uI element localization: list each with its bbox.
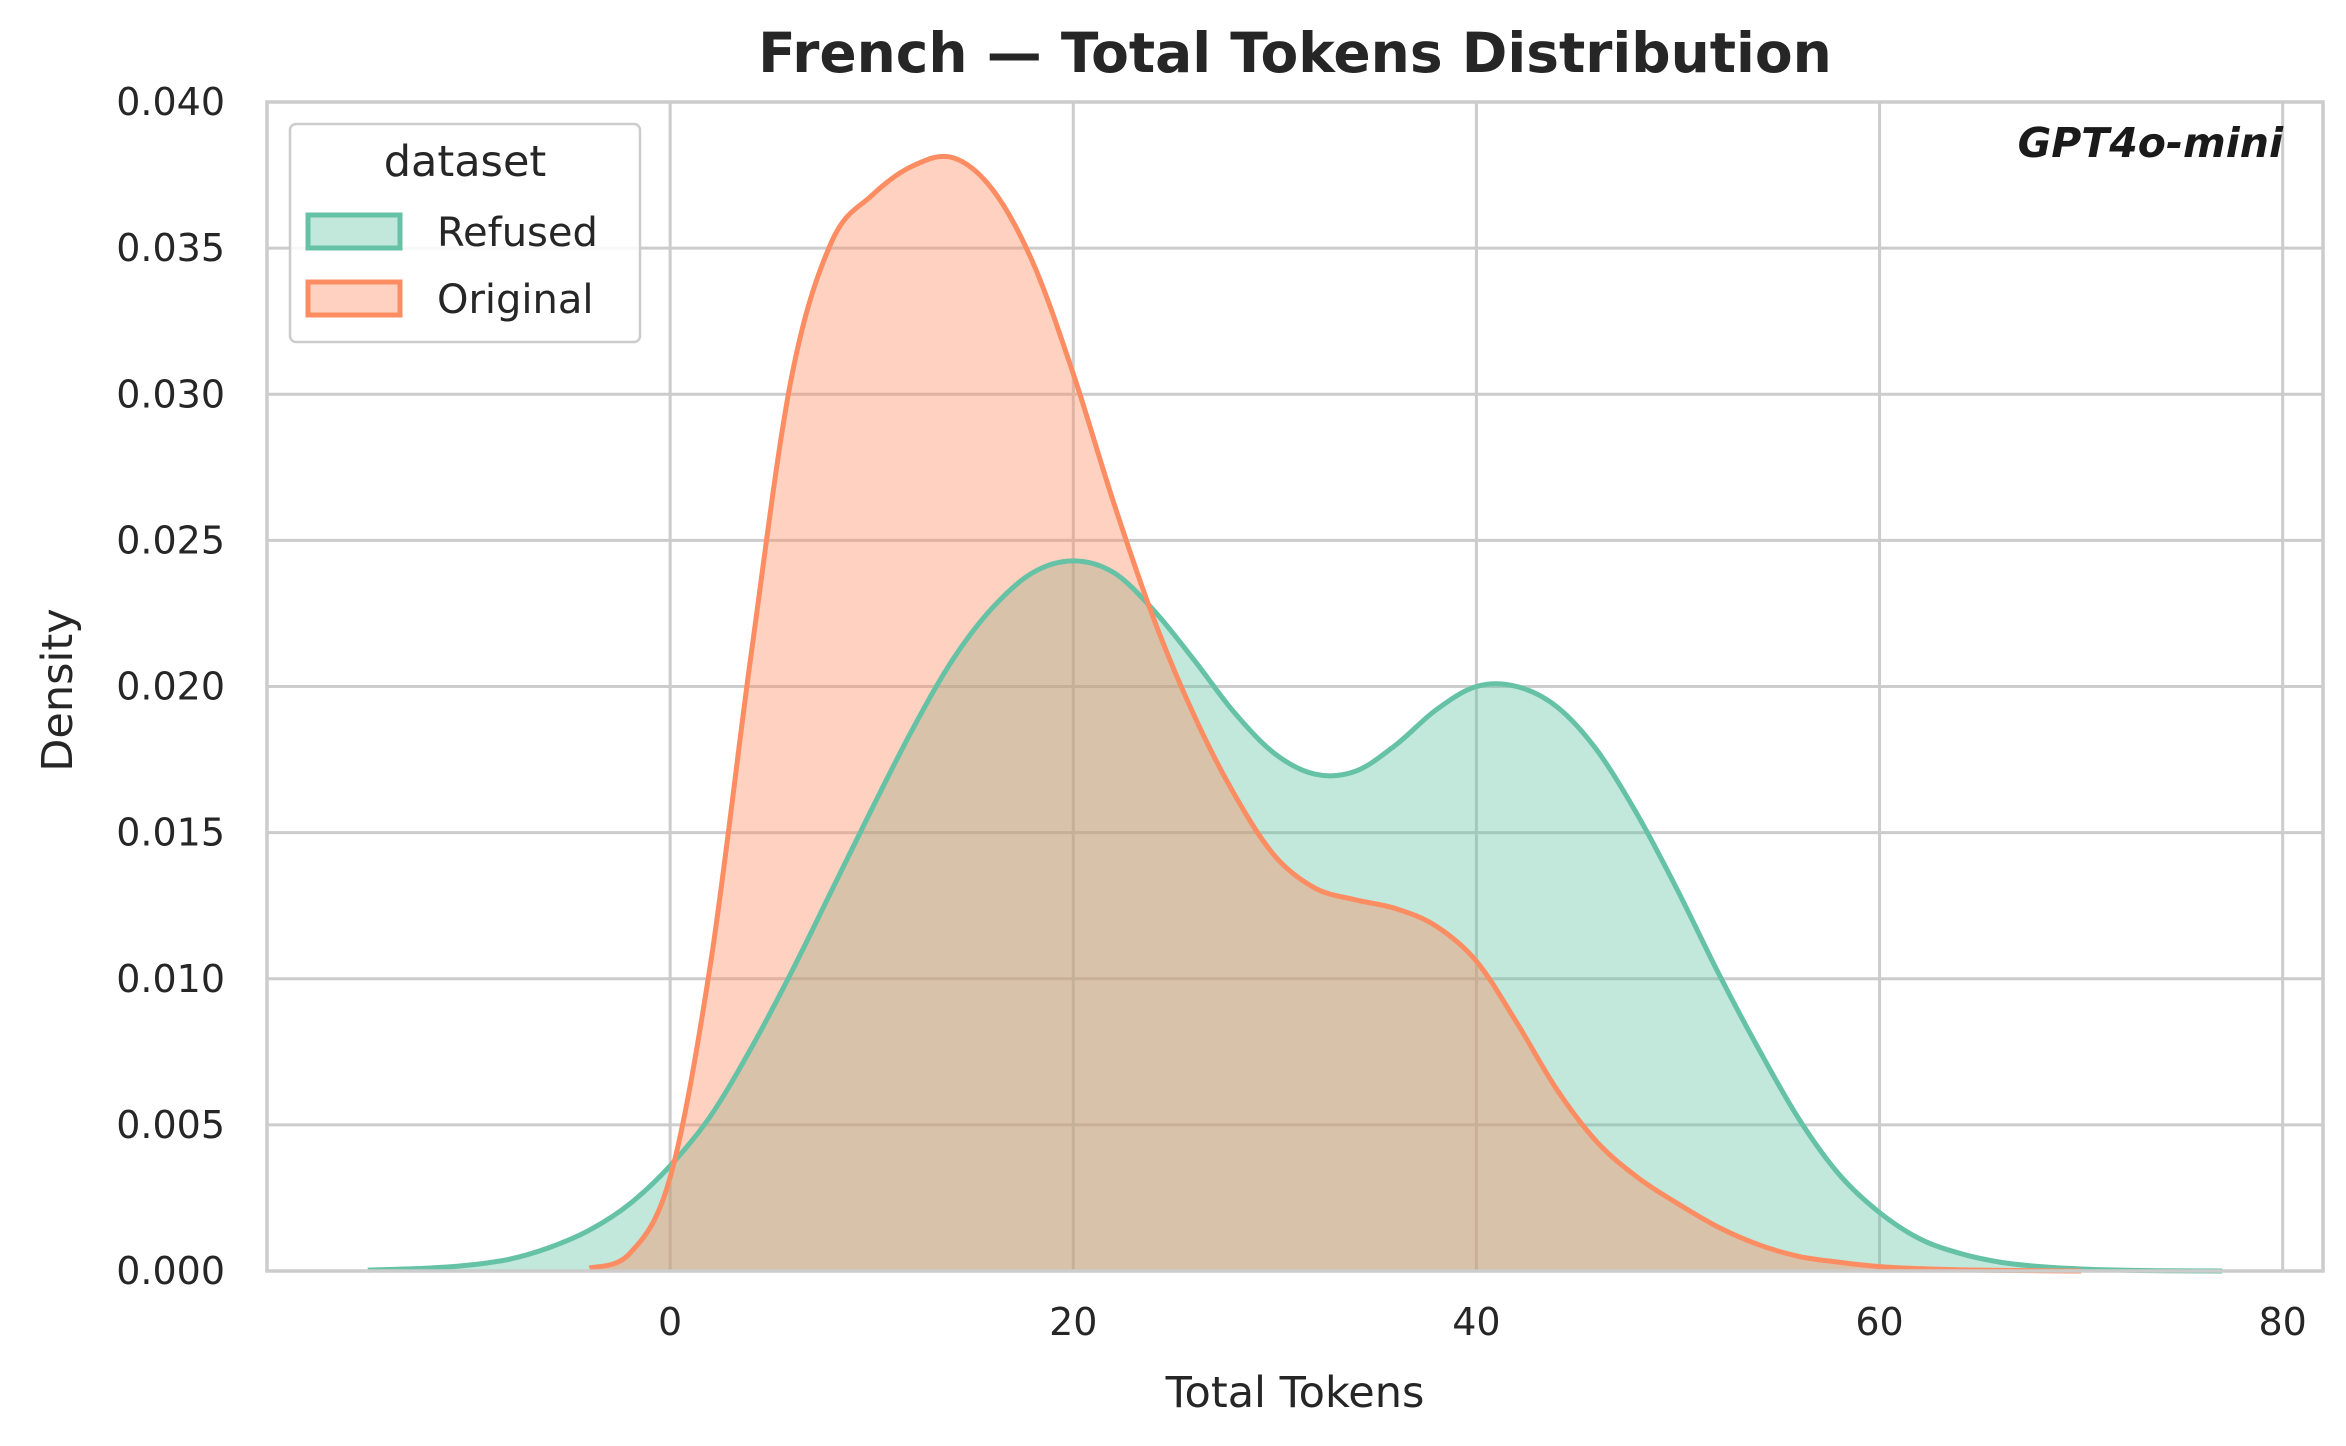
y-tick-label: 0.005 bbox=[116, 1103, 225, 1147]
x-axis-label: Total Tokens bbox=[1165, 1368, 1425, 1418]
x-tick-label: 20 bbox=[1049, 1300, 1097, 1344]
legend-label-refused: Refused bbox=[437, 210, 598, 256]
density-area-original bbox=[589, 156, 2082, 1271]
y-tick-label: 0.020 bbox=[116, 665, 225, 709]
axes-frame bbox=[265, 100, 2325, 1273]
plot-border bbox=[265, 100, 2325, 1273]
y-tick-label: 0.040 bbox=[116, 80, 225, 124]
x-tick-label: 60 bbox=[1855, 1300, 1903, 1344]
tick-labels: 0 20 40 60 80 0.000 0.005 0.010 0.015 0.020 0.025 0… bbox=[116, 80, 2307, 1344]
density-line-original bbox=[588, 153, 2082, 1274]
legend-swatch-refused bbox=[305, 212, 403, 251]
legend-swatch-original bbox=[305, 279, 403, 318]
legend-label-original: Original bbox=[437, 277, 594, 323]
series-layer bbox=[367, 153, 2223, 1274]
legend-title: dataset bbox=[384, 137, 547, 187]
x-tick-label: 0 bbox=[658, 1300, 682, 1344]
y-tick-label: 0.015 bbox=[116, 811, 225, 855]
y-tick-label: 0.010 bbox=[116, 957, 225, 1001]
y-tick-label: 0.000 bbox=[116, 1249, 225, 1293]
density-line-refused bbox=[367, 558, 2223, 1274]
y-tick-label: 0.035 bbox=[116, 226, 225, 270]
legend: dataset Refused Original bbox=[288, 122, 642, 344]
density-area-refused bbox=[367, 560, 2223, 1271]
model-annotation: GPT4o-mini bbox=[2018, 119, 2284, 167]
x-tick-label: 40 bbox=[1452, 1300, 1500, 1344]
legend-box bbox=[288, 122, 642, 344]
chart-title: French — Total Tokens Distribution bbox=[758, 21, 1832, 85]
y-axis-label: Density bbox=[33, 608, 83, 771]
x-tick-label: 80 bbox=[2259, 1300, 2307, 1344]
y-tick-label: 0.025 bbox=[116, 518, 225, 562]
y-tick-label: 0.030 bbox=[116, 372, 225, 416]
